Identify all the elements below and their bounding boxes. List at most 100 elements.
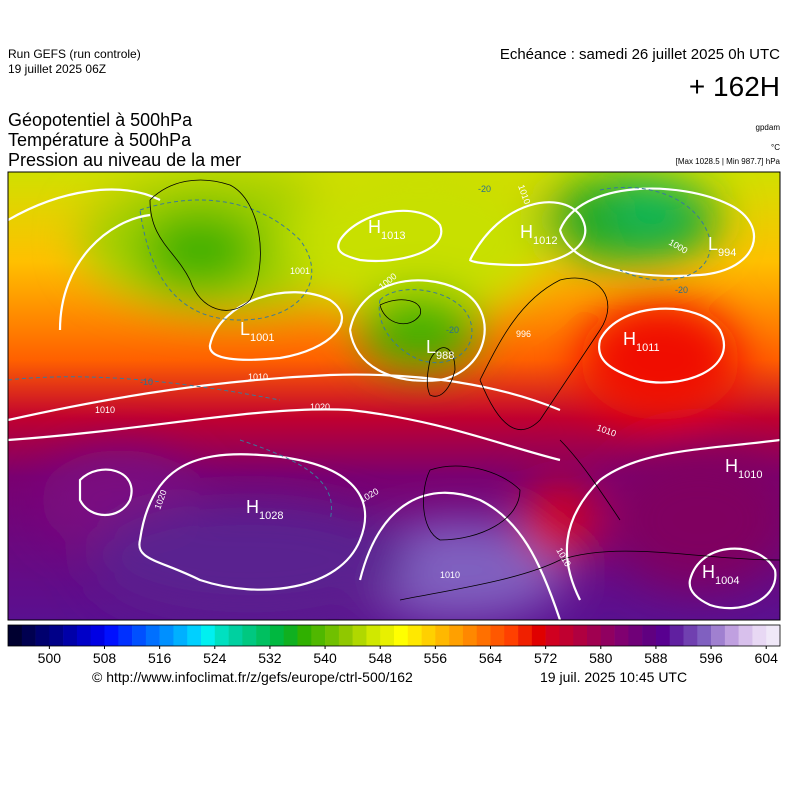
colorbar-tick-label: 572: [534, 650, 558, 666]
color-swatch: [766, 625, 781, 646]
color-swatch: [242, 625, 257, 646]
color-swatch: [711, 625, 726, 646]
field-label: Température à 500hPa: [8, 130, 192, 150]
isobar-label: 1020: [310, 402, 330, 412]
center-value: 994: [718, 247, 736, 259]
isobars: [8, 187, 780, 620]
colorbar-tick-label: 588: [644, 650, 668, 666]
color-swatch: [338, 625, 353, 646]
center-type: H: [702, 562, 715, 582]
color-swatch: [490, 625, 505, 646]
pressure-center: H1010: [725, 456, 762, 481]
colorbar-tick-label: 564: [479, 650, 503, 666]
colorbar-tick-label: 516: [148, 650, 172, 666]
color-swatch: [559, 625, 574, 646]
pressure-center: L994: [708, 234, 736, 259]
colorbar-tick-label: 508: [93, 650, 117, 666]
color-swatch: [614, 625, 629, 646]
center-value: 1028: [259, 510, 283, 522]
color-swatch: [380, 625, 395, 646]
run-label: Run GEFS (run controle): [8, 47, 141, 61]
map-frame: [7, 171, 781, 621]
field-label: Géopotentiel à 500hPa: [8, 110, 193, 130]
isobar-label: 1010: [95, 405, 115, 415]
color-swatch: [462, 625, 478, 646]
colorbar-tick-label: 500: [38, 650, 62, 666]
color-swatch: [738, 625, 753, 646]
color-swatch: [587, 625, 602, 646]
color-swatch: [90, 625, 105, 646]
map: L1001 H1013 H1012 L994 L988 H1011 H1010 …: [8, 172, 780, 620]
color-swatch: [435, 625, 450, 646]
center-type: H: [725, 456, 738, 476]
center-type: H: [368, 217, 381, 237]
color-swatch: [21, 625, 36, 646]
color-swatch: [573, 625, 588, 646]
pressure-center: H1011: [623, 329, 660, 354]
color-swatch: [228, 625, 243, 646]
center-value: 1011: [636, 342, 660, 354]
color-swatch: [352, 625, 367, 646]
color-swatch: [283, 625, 298, 646]
center-type: H: [520, 222, 533, 242]
center-type: H: [246, 497, 259, 517]
center-type: L: [240, 319, 250, 339]
unit-label: [Max 1028.5 | Min 987.7] hPa: [676, 157, 781, 166]
isotherms: [8, 186, 711, 521]
color-swatch: [297, 625, 312, 646]
color-swatch: [642, 625, 657, 646]
color-swatch: [545, 625, 560, 646]
color-swatch: [132, 625, 147, 646]
unit-label: gpdam: [756, 123, 781, 132]
center-value: 1013: [381, 230, 405, 242]
unit-label: °C: [771, 143, 780, 152]
colorbar-tick-label: 596: [699, 650, 723, 666]
isobar-label: 996: [516, 329, 531, 339]
isobar-label: 1001: [290, 266, 310, 276]
color-swatch: [504, 625, 519, 646]
lead-time: + 162H: [689, 71, 780, 102]
color-swatch: [118, 625, 133, 646]
color-swatch: [256, 625, 271, 646]
color-swatch: [76, 625, 92, 646]
center-value: 988: [436, 350, 454, 362]
colorbar-tick-label: 540: [313, 650, 337, 666]
color-swatch: [518, 625, 533, 646]
color-swatch: [407, 625, 422, 646]
center-value: 1004: [715, 575, 739, 587]
color-swatch: [394, 625, 409, 646]
coastlines: [149, 179, 780, 601]
color-swatch: [628, 625, 643, 646]
colorbar: 500 508 516 524 532 540 548 556 564 572 580 588 596 6…: [7, 624, 781, 666]
source: © http://www.infoclimat.fr/z/gefs/europe…: [92, 669, 413, 685]
color-swatch: [421, 625, 436, 646]
isotherm-label: -10: [140, 377, 153, 387]
isobar-label: 1010: [248, 372, 268, 382]
color-swatch: [145, 625, 160, 646]
field-label: Pression au niveau de la mer: [8, 150, 241, 170]
issued: 19 juil. 2025 10:45 UTC: [540, 669, 687, 685]
color-swatch: [214, 625, 229, 646]
pressure-center: H1028: [246, 497, 283, 522]
color-swatch: [35, 625, 50, 646]
color-swatch: [269, 625, 285, 646]
isotherm-label: -20: [675, 285, 688, 295]
color-swatch: [366, 625, 381, 646]
color-swatch: [173, 625, 188, 646]
color-swatch: [600, 625, 615, 646]
colorbar-tick-label: 532: [258, 650, 282, 666]
isobar-label: 1010: [440, 570, 460, 580]
color-swatch: [49, 625, 64, 646]
color-swatch: [187, 625, 202, 646]
colorbar-frame: [7, 624, 781, 647]
center-value: 1012: [533, 235, 557, 247]
center-type: L: [426, 337, 436, 357]
pressure-center: H1012: [520, 222, 557, 247]
color-swatch: [63, 625, 78, 646]
pressure-center: L988: [426, 337, 454, 362]
color-swatch: [159, 625, 174, 646]
color-swatch: [311, 625, 326, 646]
color-swatch: [104, 625, 119, 646]
